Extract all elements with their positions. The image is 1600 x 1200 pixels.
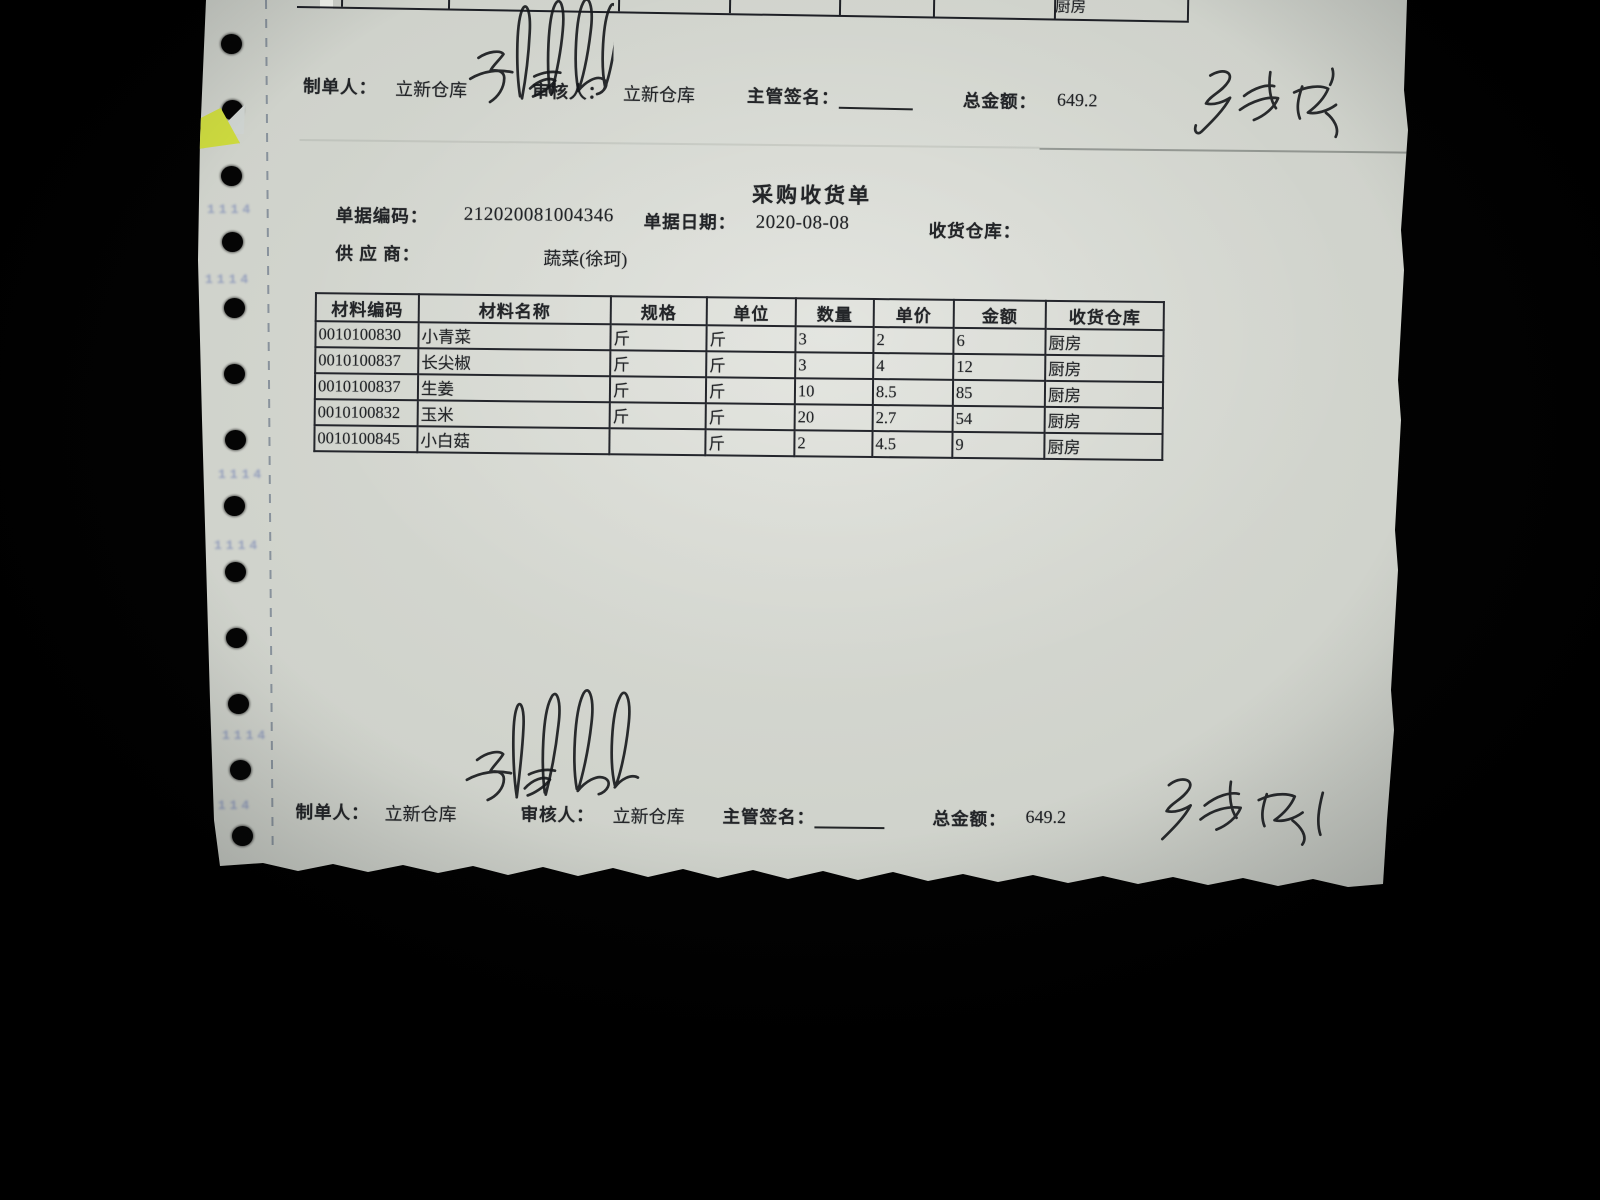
doc-code-value: 212020081004346 xyxy=(463,203,614,227)
paper-crease xyxy=(299,138,1040,149)
cell-unit: 斤 xyxy=(705,403,795,431)
cell-unit: 斤 xyxy=(705,377,796,405)
cell-amount: 85 xyxy=(952,379,1046,407)
handwritten-signature-bottom-right xyxy=(1160,778,1325,846)
cell-unit: 斤 xyxy=(705,429,795,457)
total-label: 总金额： xyxy=(932,808,1007,830)
cell-amount: 54 xyxy=(952,405,1045,433)
cell-code: 0010100845 xyxy=(314,425,418,453)
col-material-code: 材料编码 xyxy=(315,293,419,323)
cell-code: 0010100832 xyxy=(314,399,418,427)
cell-price: 2 xyxy=(873,327,954,354)
auditor-value: 立新仓库 xyxy=(622,84,696,106)
warehouse-label: 收货仓库： xyxy=(928,220,1022,242)
maker-label: 制单人： xyxy=(295,801,370,823)
cell-code: 0010100837 xyxy=(314,373,419,401)
supplier-value: 蔬菜(徐珂) xyxy=(543,248,628,270)
cell-warehouse: 厨房 xyxy=(1044,432,1163,461)
doc-date-label: 单据日期： xyxy=(643,211,737,233)
cell-qty: 3 xyxy=(795,352,874,380)
total-value: 649.2 xyxy=(1056,89,1098,111)
cell-spec: 斤 xyxy=(610,350,707,378)
cell-qty: 2 xyxy=(794,430,873,458)
col-qty: 数量 xyxy=(795,298,874,328)
cell-spec: 斤 xyxy=(609,402,706,430)
cell-unit: 斤 xyxy=(706,325,796,353)
cell-price: 2.7 xyxy=(872,405,953,432)
col-price: 单价 xyxy=(873,299,954,328)
cell-name: 玉米 xyxy=(417,400,610,429)
cell-warehouse: 厨房 xyxy=(1045,328,1164,357)
cell-spec: 斤 xyxy=(609,376,707,404)
col-amount: 金额 xyxy=(953,299,1046,329)
cell-name: 长尖椒 xyxy=(418,348,611,377)
cell-qty: 3 xyxy=(795,326,874,354)
cell-price: 4.5 xyxy=(872,431,953,458)
cell-amount: 9 xyxy=(952,431,1045,459)
cell-warehouse: 厨房 xyxy=(1044,380,1164,409)
cell-code: 0010100830 xyxy=(315,321,419,349)
cell-spec: 斤 xyxy=(610,324,707,352)
total-value: 649.2 xyxy=(1025,806,1067,828)
total-label: 总金额： xyxy=(962,90,1038,113)
cell-qty: 10 xyxy=(794,378,874,406)
cell-warehouse: 厨房 xyxy=(1044,406,1163,435)
manager-sign-label: 主管签名： xyxy=(722,806,816,828)
cell-name: 小白菇 xyxy=(417,426,610,455)
col-unit: 单位 xyxy=(706,297,796,327)
cell-unit: 斤 xyxy=(706,351,796,379)
signature-blank-line xyxy=(814,826,885,830)
cell-code: 0010100837 xyxy=(315,347,419,375)
paper-crease xyxy=(1039,147,1408,154)
cell-name: 小青菜 xyxy=(418,322,611,351)
doc-code-label: 单据编码： xyxy=(335,205,429,227)
auditor-value: 立新仓库 xyxy=(612,806,685,828)
maker-label: 制单人： xyxy=(302,76,378,98)
cell-price: 4 xyxy=(873,353,954,380)
maker-value: 立新仓库 xyxy=(384,803,457,825)
cell-amount: 6 xyxy=(953,327,1046,355)
cell-spec xyxy=(609,428,706,456)
auditor-label: 审核人： xyxy=(520,804,595,826)
handwritten-signature-bottom-center xyxy=(465,689,640,802)
handwritten-signature-top-right xyxy=(1193,67,1339,139)
col-spec: 规格 xyxy=(610,296,707,326)
previous-form-partial-cell: 厨房 xyxy=(1054,0,1087,17)
form-title: 采购收货单 xyxy=(751,182,873,208)
signature-blank-line xyxy=(838,106,913,111)
doc-date-value: 2020-08-08 xyxy=(755,211,850,234)
col-material-name: 材料名称 xyxy=(418,294,611,325)
cell-qty: 20 xyxy=(794,404,873,432)
previous-form-table-edge: 厨房 xyxy=(296,0,1190,23)
cell-price: 8.5 xyxy=(872,379,954,406)
items-table: 材料编码 材料名称 规格 单位 数量 单价 金额 收货仓库 0010100830… xyxy=(313,292,1165,461)
col-warehouse: 收货仓库 xyxy=(1045,300,1164,331)
cell-name: 生姜 xyxy=(417,374,611,403)
cell-warehouse: 厨房 xyxy=(1045,354,1164,383)
manager-sign-label: 主管签名： xyxy=(746,85,840,108)
handwritten-signature-top-center xyxy=(468,0,615,104)
supplier-label: 供 应 商： xyxy=(335,243,421,265)
cell-amount: 12 xyxy=(953,353,1046,381)
